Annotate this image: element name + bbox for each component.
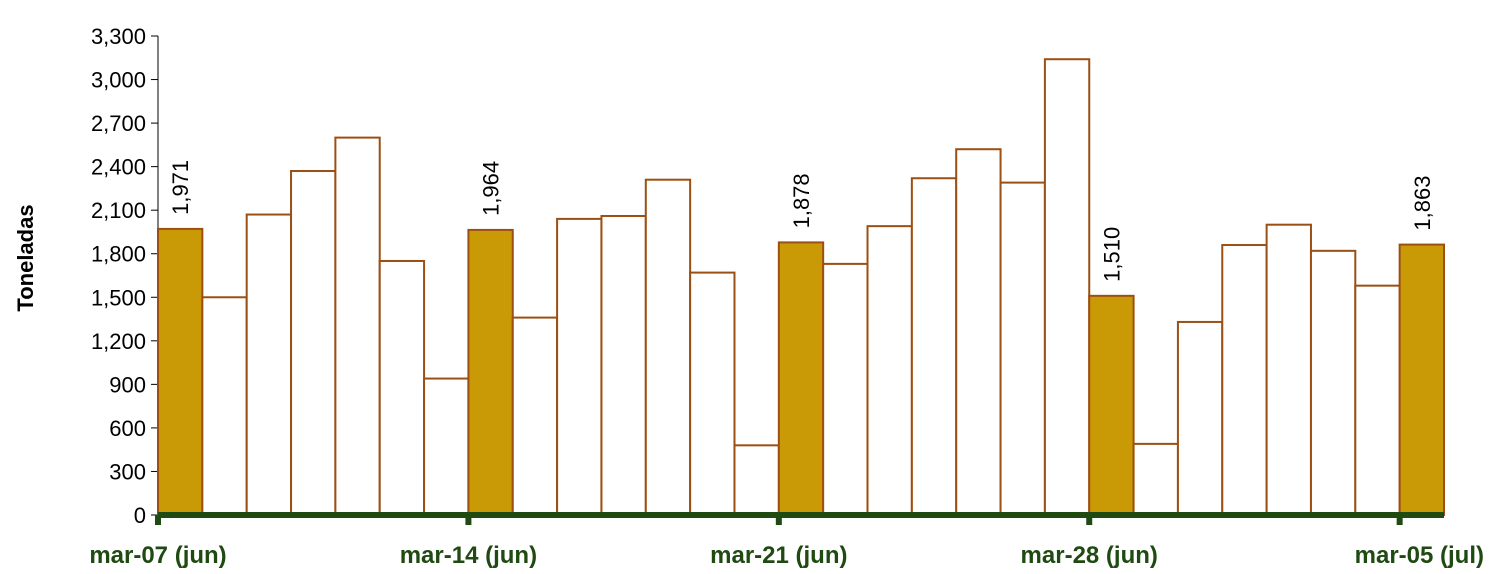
bar-highlighted xyxy=(157,227,204,516)
y-tick-label: 0 xyxy=(134,503,146,528)
y-tick-label: 3,000 xyxy=(91,68,146,93)
x-tick-label: mar-07 (jun) xyxy=(89,542,226,569)
x-tick-label: mar-28 (jun) xyxy=(1021,542,1158,569)
bar xyxy=(1309,249,1357,516)
y-tick-label: 1,200 xyxy=(91,329,146,354)
y-tick-label: 1,800 xyxy=(91,242,146,267)
bar-highlighted xyxy=(467,228,514,516)
x-axis: mar-07 (jun) mar-14 (jun) mar-21 (jun) mar-… xyxy=(89,512,1484,569)
bar xyxy=(423,377,470,517)
y-tick-label: 3,300 xyxy=(91,24,146,49)
y-tick-label: 2,700 xyxy=(91,111,146,136)
x-tick-label: mar-05 (jul) xyxy=(1355,542,1484,569)
data-label: 1,863 xyxy=(1410,176,1435,231)
data-label: 1,510 xyxy=(1099,227,1124,282)
bar xyxy=(910,177,958,517)
x-tick-label: mar-14 (jun) xyxy=(400,542,537,569)
bar xyxy=(334,136,381,517)
y-tick-label: 2,400 xyxy=(91,155,146,180)
bar xyxy=(955,148,1002,517)
bar xyxy=(733,444,780,516)
bar xyxy=(1043,58,1091,516)
bar xyxy=(1176,320,1224,516)
bar xyxy=(1354,284,1401,517)
bar xyxy=(201,296,248,517)
bars xyxy=(157,58,1445,517)
bar xyxy=(866,225,913,516)
bar xyxy=(556,217,603,517)
y-tick-label: 600 xyxy=(109,416,146,441)
data-label: 1,878 xyxy=(789,173,814,228)
bar xyxy=(999,181,1046,516)
bar xyxy=(290,169,337,516)
data-label: 1,971 xyxy=(168,160,193,215)
y-axis-title: Toneladas xyxy=(13,204,38,311)
y-tick-label: 1,500 xyxy=(91,285,146,310)
bar xyxy=(600,214,647,516)
y-tick-label: 300 xyxy=(109,459,146,484)
bar xyxy=(644,178,692,516)
x-tick-label: mar-21 (jun) xyxy=(710,542,847,569)
bar-highlighted xyxy=(1398,243,1445,516)
bar xyxy=(1265,223,1312,517)
bar xyxy=(689,271,736,516)
bar xyxy=(511,316,559,516)
data-label: 1,964 xyxy=(479,161,504,216)
bar xyxy=(245,213,293,516)
bar-highlighted xyxy=(1088,294,1135,516)
y-tick-label: 2,100 xyxy=(91,198,146,223)
bar-highlighted xyxy=(777,241,825,516)
y-tick-label: 900 xyxy=(109,372,146,397)
bar xyxy=(1132,442,1179,517)
bar xyxy=(822,262,869,516)
data-labels: 1,971 1,964 1,878 1,510 1,863 xyxy=(168,160,1435,282)
bar xyxy=(1221,244,1268,516)
y-axis: 0 300 600 900 1,200 1,500 1,800 2,100 2,400 2,700… xyxy=(91,24,159,528)
bar xyxy=(378,259,426,517)
